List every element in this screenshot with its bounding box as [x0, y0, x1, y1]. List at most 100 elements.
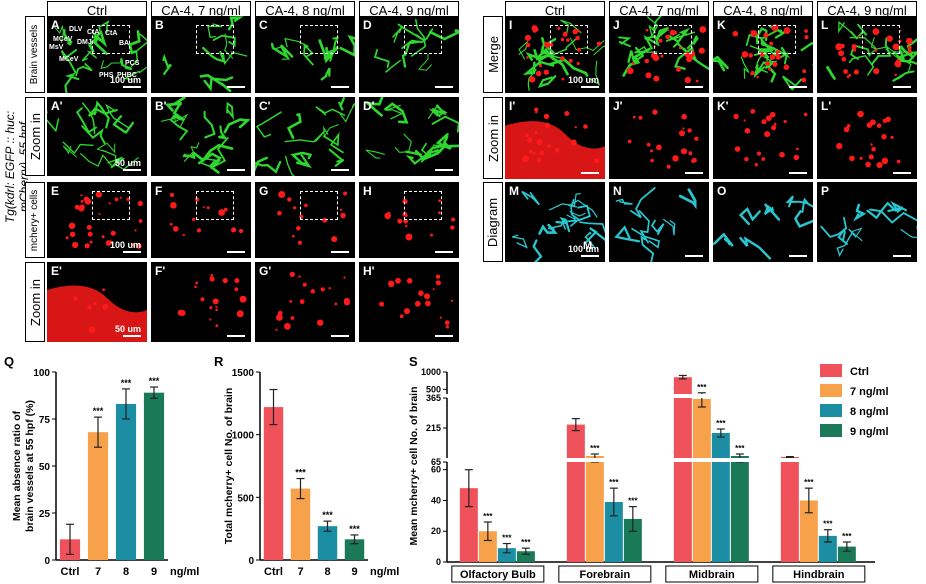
- row-label: mchery+ cells: [25, 182, 45, 258]
- diagram-marker: M: [583, 240, 593, 252]
- zoom-region-box: [758, 25, 796, 55]
- bar: [566, 424, 585, 562]
- legend-swatch: [820, 404, 842, 417]
- scale-bar: [435, 335, 453, 337]
- image-panel: J': [609, 97, 709, 179]
- cell-overlay: [609, 16, 709, 93]
- panel-letter: I': [509, 99, 516, 113]
- bar: [711, 433, 730, 562]
- scale-bar: [581, 86, 599, 88]
- anatomy-label: MsV: [49, 44, 64, 51]
- zoom-region-box: [300, 191, 338, 220]
- x-group-label: Forebrain: [579, 569, 630, 581]
- x-tick-label: 8: [123, 566, 129, 578]
- image-panel: M 100 um M: [505, 182, 605, 262]
- bar: [263, 407, 284, 560]
- image-panel: D: [359, 16, 459, 93]
- group-label-box: [451, 565, 545, 583]
- significance-label: ***: [483, 512, 493, 521]
- image-panel: A 100 um DLV MCeV MsV CtA DMJ CtA BA MCeV PHS PHBC P…: [47, 16, 147, 93]
- bar: [115, 403, 137, 560]
- y-tick-label: 215: [426, 423, 441, 433]
- x-tick-label: Ctrl: [264, 566, 283, 578]
- zoom-region-box: [300, 25, 338, 55]
- anatomy-label: MCeV: [59, 56, 79, 63]
- bar: [585, 456, 604, 562]
- x-group-label: Olfactory Bulb: [460, 569, 536, 581]
- vertical-figure-title: Tg(kdrl: EGFP :: huc: mCherry), 55 hpf: [3, 110, 31, 224]
- significance-label: ***: [295, 468, 306, 478]
- panel-letter: M: [509, 184, 519, 198]
- scale-bar: [893, 255, 911, 257]
- legend-swatch: [820, 384, 842, 397]
- image-panel: C': [255, 97, 355, 176]
- legend-swatch: [820, 364, 842, 377]
- zoom-region-box: [196, 191, 234, 220]
- x-tick-label: 8: [324, 566, 330, 578]
- panel-letter: P: [821, 184, 830, 198]
- anatomy-label: CtA: [105, 30, 118, 37]
- column-header: CA-4, 7 ng/ml: [609, 1, 709, 18]
- scale-bar: [123, 169, 141, 171]
- y-axis-title: Mean mcherry+ cell No. of brain: [408, 386, 420, 545]
- zoom-region-box: [862, 25, 900, 55]
- row-label: Merge: [483, 16, 503, 93]
- y-axis-title-text: Mean mcherry+ cell No. of brain: [408, 386, 420, 545]
- image-panel: A' 50 um: [47, 97, 147, 176]
- anatomy-label: PHBC: [117, 72, 137, 79]
- row-label-text: Zoom in: [27, 113, 43, 160]
- panel-letter: K: [717, 18, 726, 32]
- panel-letter: C: [259, 18, 268, 32]
- y-axis-title-text: Total mcherry+ cell No. of brain: [223, 388, 235, 544]
- chart-letter: R: [214, 354, 224, 369]
- scale-bar: [789, 86, 807, 88]
- significance-label: ***: [735, 444, 745, 453]
- y-tick-label: 60: [431, 465, 441, 475]
- panel-letter: B': [155, 99, 167, 113]
- y-tick-label: 20: [431, 526, 441, 536]
- panel-letter: G': [259, 264, 272, 278]
- row-label: Zoom in: [25, 262, 45, 342]
- axis-break-band: [779, 394, 858, 398]
- chart-letter: S: [409, 354, 418, 369]
- scale-bar: [685, 255, 703, 257]
- scale-bar: [581, 255, 599, 257]
- image-panel: F': [151, 262, 251, 342]
- image-panel: H: [359, 182, 459, 258]
- panel-letter: A': [51, 99, 63, 113]
- scale-bar: [435, 169, 453, 171]
- bar: [317, 526, 338, 560]
- group-label-box: [665, 565, 759, 583]
- scale-bar: [893, 172, 911, 174]
- y-tick-label: 1000: [232, 431, 255, 442]
- significance-label: ***: [716, 419, 726, 428]
- y-tick-label: 1500: [232, 368, 255, 379]
- panel-letter: I: [509, 18, 513, 32]
- x-axis-unit: ng/ml: [170, 566, 199, 578]
- x-group-label: Hindbrain: [793, 569, 845, 581]
- significance-label: ***: [349, 524, 360, 534]
- scale-bar: [581, 172, 599, 174]
- y-tick-label: 365: [426, 393, 441, 403]
- bar: [673, 377, 692, 562]
- panel-letter: L: [821, 18, 829, 32]
- bar: [623, 518, 642, 562]
- chart-s-region-cells: S Mean mcherry+ cell No. of brain 0 20 40 606…: [408, 354, 889, 583]
- significance-label: ***: [93, 406, 104, 416]
- row-label: Zoom in: [25, 97, 45, 176]
- significance-label: ***: [842, 532, 852, 541]
- scale-bar: [331, 86, 349, 88]
- bar: [604, 502, 623, 562]
- anatomy-label: PHS: [99, 72, 114, 79]
- scale-bar: [227, 251, 245, 253]
- y-axis-title: Mean absence ratio of brain vessels at 55…: [11, 400, 36, 532]
- bar: [692, 399, 711, 562]
- scale-label: 100 um: [109, 240, 141, 250]
- scale-label: 100 um: [567, 75, 599, 85]
- zoom-region-box: [92, 25, 130, 55]
- row-label-text: Merge: [485, 36, 501, 73]
- panel-letter: E': [51, 264, 62, 278]
- group-label-box: [558, 565, 652, 583]
- chart-r-total-cells: R 0 500 1000 1500 Ctrl *** 7 *** 8 *** 9 ng/ml Total …: [214, 354, 399, 578]
- image-panel: B: [151, 16, 251, 93]
